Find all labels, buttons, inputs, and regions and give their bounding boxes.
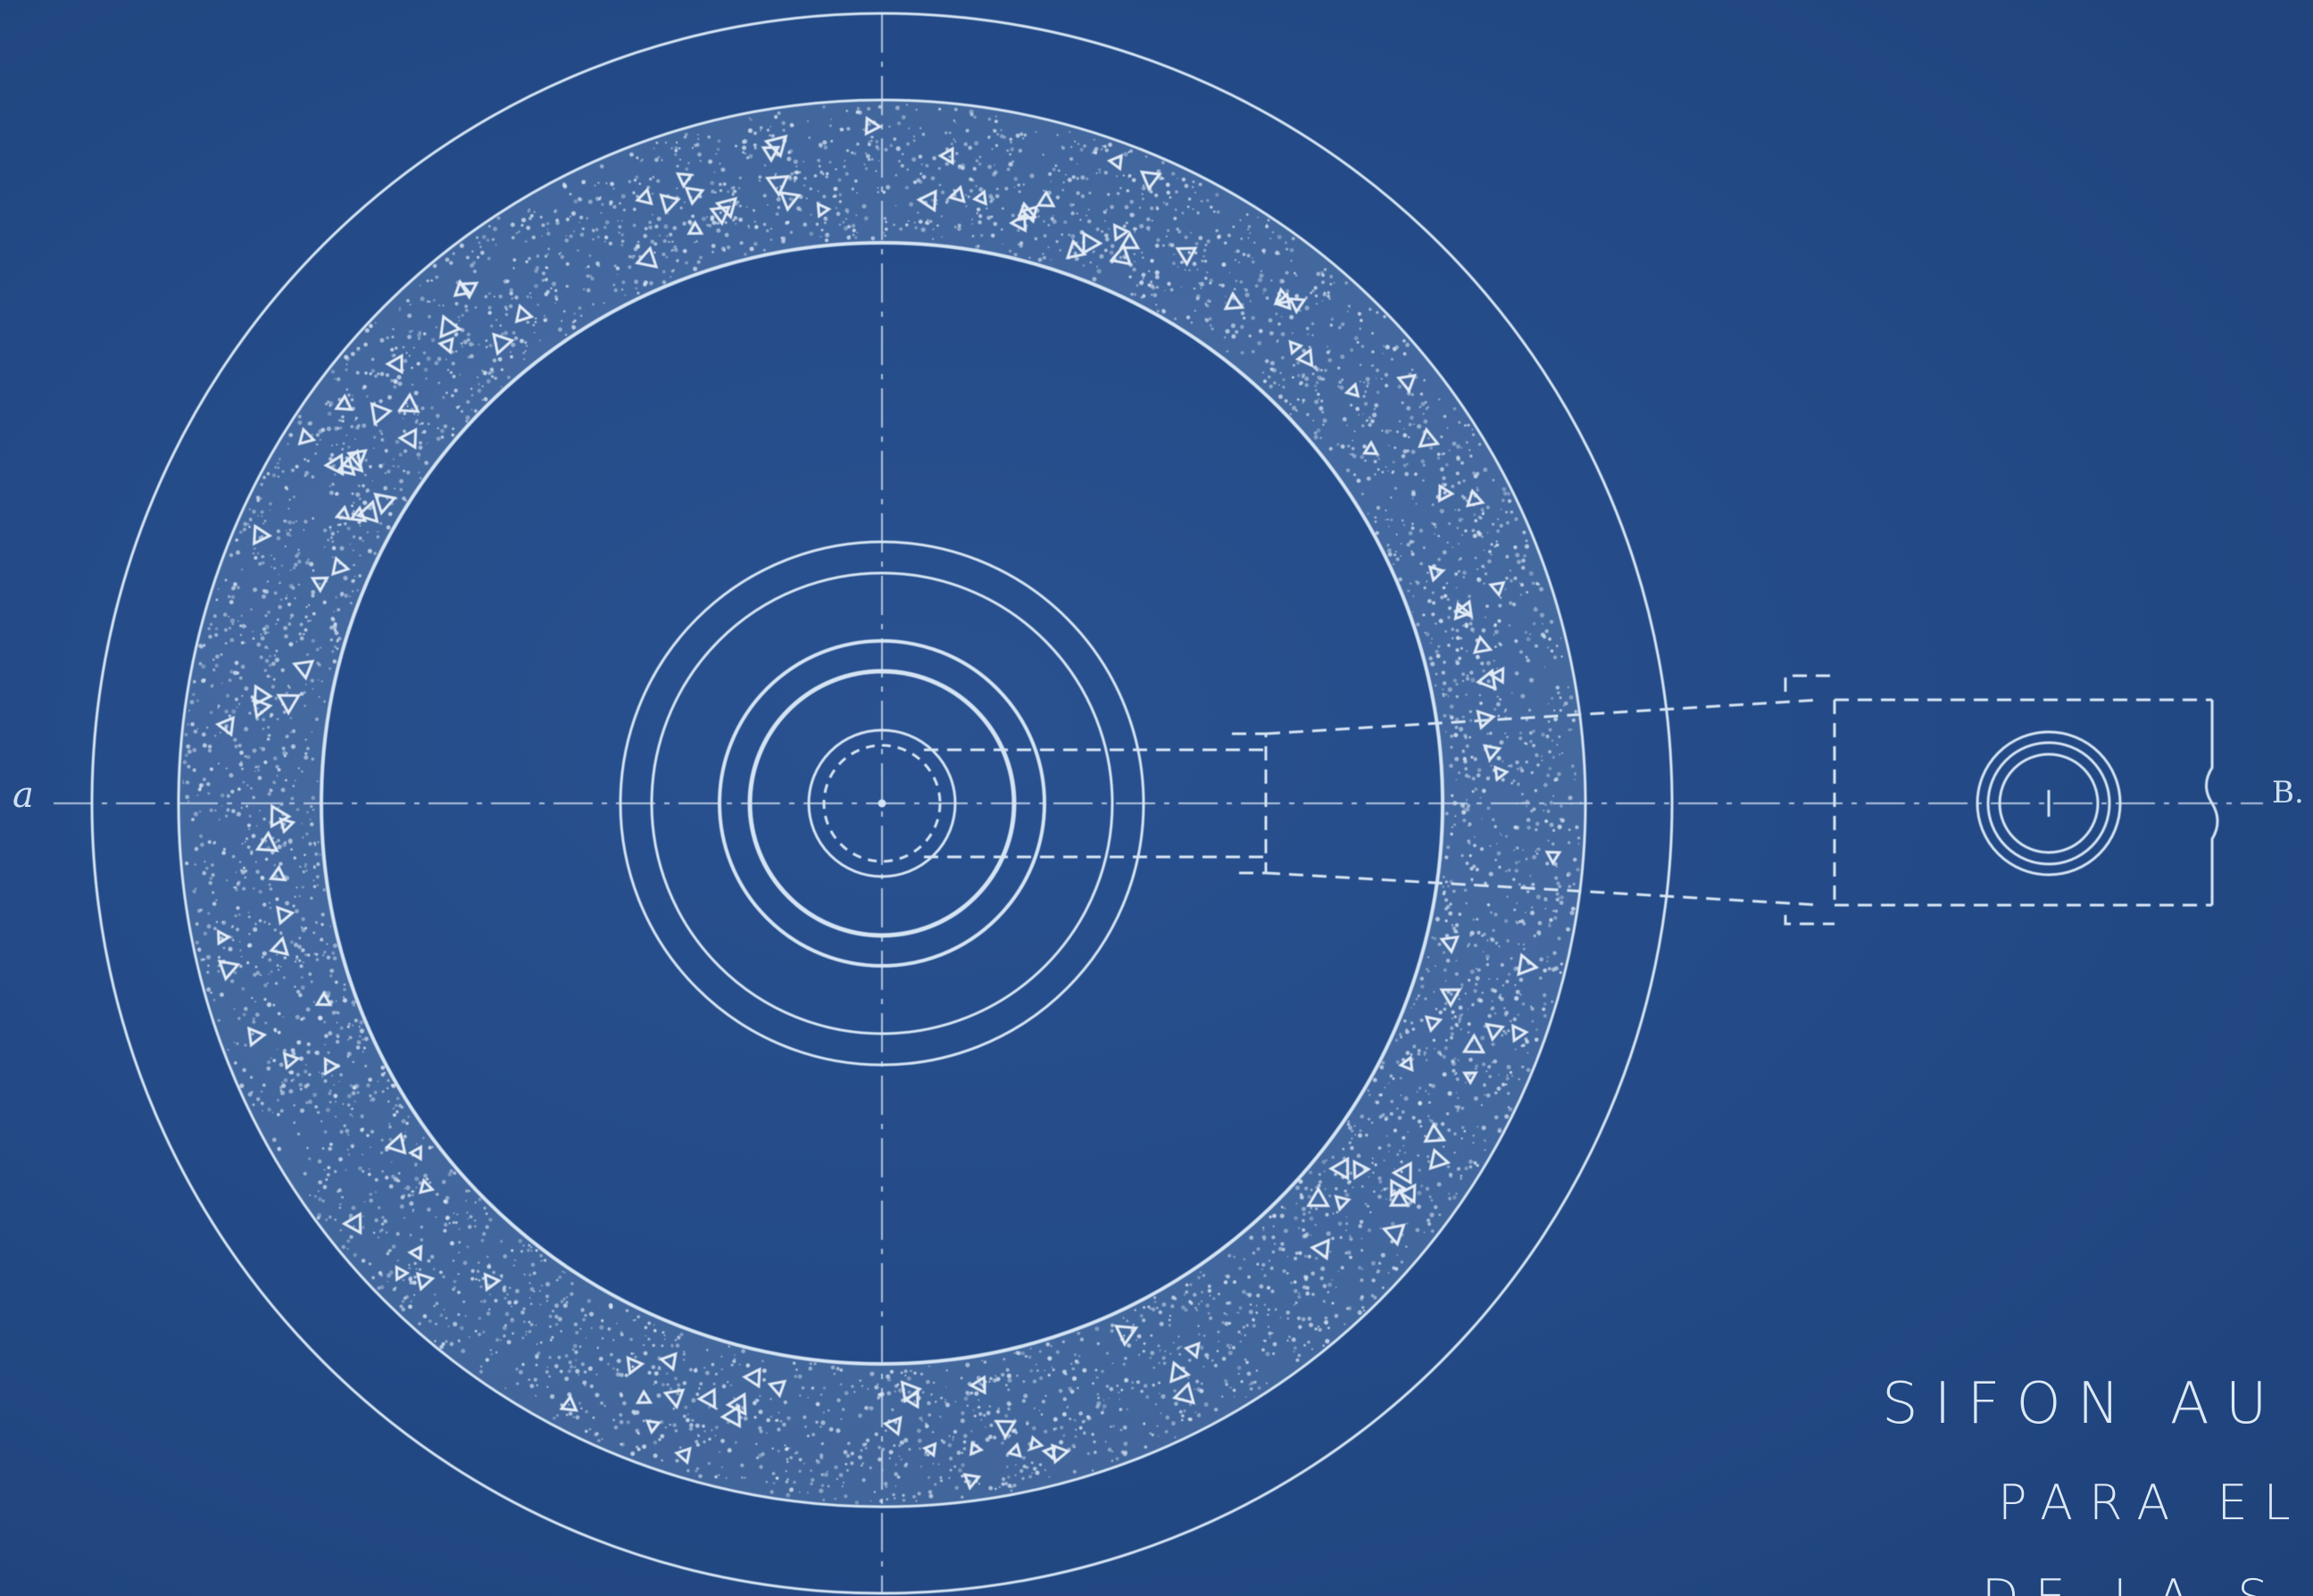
- center-lines: [54, 13, 2263, 1593]
- title-line-3: DE LA S: [1982, 1569, 2284, 1596]
- section-label-b: B.: [2272, 775, 2304, 810]
- title-line-1: SIFON AU: [1882, 1371, 2284, 1437]
- title-line-2: PARA EL: [1998, 1475, 2307, 1531]
- outlet-pipe: [924, 674, 2212, 926]
- section-label-a: a: [12, 775, 34, 816]
